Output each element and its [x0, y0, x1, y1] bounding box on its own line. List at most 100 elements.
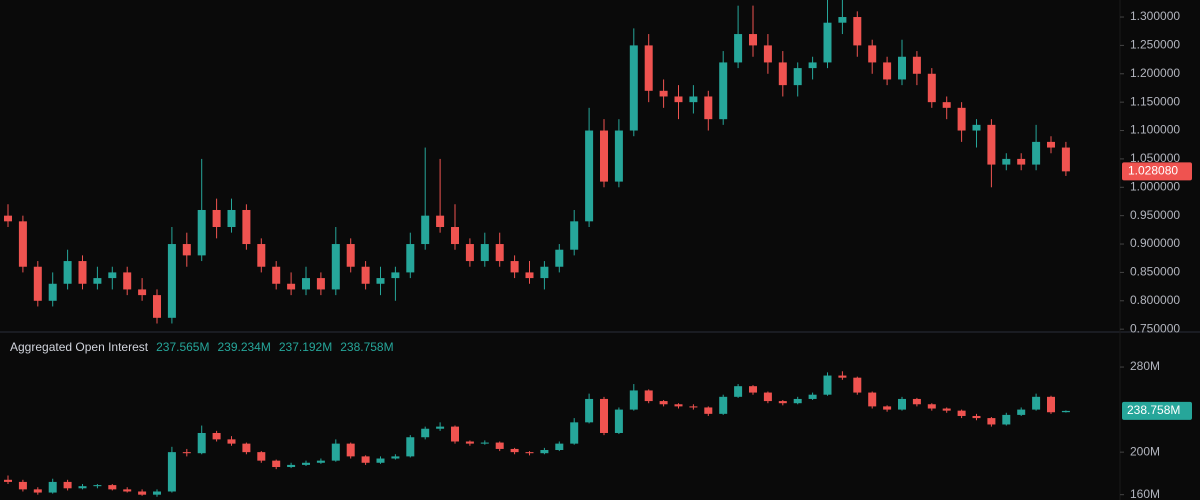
candle-body — [659, 401, 668, 405]
candle-body — [674, 404, 683, 407]
candle-body — [1061, 147, 1070, 172]
candle-body — [302, 462, 310, 465]
candle-body — [227, 209, 236, 228]
candle-body — [987, 418, 996, 425]
candle-body — [33, 266, 42, 301]
candle-body — [495, 442, 504, 449]
candle-body — [644, 390, 653, 402]
candle-body — [123, 489, 132, 492]
candle-body — [451, 426, 459, 442]
candle-body — [376, 458, 385, 463]
y-tick-label: 1.100000 — [1130, 123, 1180, 137]
candle-body — [957, 410, 966, 416]
candle-body — [942, 408, 951, 411]
y-tick-label: 0.900000 — [1130, 236, 1180, 250]
candle-body — [838, 17, 847, 23]
candle-body — [838, 375, 847, 378]
candle-body — [93, 485, 102, 487]
candle-body — [808, 62, 817, 69]
candle-body — [525, 452, 534, 454]
candle-body — [361, 456, 370, 463]
last-value-box — [1122, 401, 1192, 420]
ohlc-value: 238.758M — [340, 340, 393, 354]
candle-body — [898, 56, 906, 80]
candle-body — [719, 396, 728, 414]
candle-body — [93, 278, 102, 284]
pane-title: Aggregated Open Interest — [10, 340, 149, 354]
candle-body — [629, 45, 638, 131]
candle-body — [242, 209, 251, 245]
candle-body — [197, 209, 206, 256]
last-value-box — [1122, 162, 1192, 181]
candle-body — [749, 34, 757, 46]
candle-body — [78, 486, 87, 489]
candle-body — [1032, 396, 1041, 410]
candle-body — [331, 443, 340, 461]
y-tick-label: 1.300000 — [1130, 9, 1180, 23]
candle-body — [436, 426, 445, 429]
candle-body — [33, 489, 42, 493]
candle-body — [197, 432, 206, 454]
candle-body — [257, 452, 266, 461]
candle-body — [763, 392, 772, 402]
candle-body — [570, 422, 579, 444]
candle-body — [525, 272, 534, 279]
candle-body — [316, 278, 325, 290]
candle-body — [138, 491, 147, 495]
candle-body — [883, 406, 892, 410]
candle-body — [972, 415, 981, 419]
candle-body — [585, 130, 594, 222]
candle-body — [78, 261, 87, 284]
candle-body — [1047, 141, 1055, 148]
candle-body — [555, 443, 564, 451]
candle-body — [212, 432, 221, 440]
candle-body — [4, 479, 12, 482]
candle-body — [331, 244, 340, 290]
candle-body — [853, 377, 862, 393]
candle-body — [436, 215, 445, 228]
candle-body — [346, 443, 355, 457]
candle-body — [1002, 158, 1011, 165]
y-tick-label: 1.250000 — [1130, 38, 1180, 52]
y-tick-label: 0.750000 — [1130, 321, 1180, 335]
candle-body — [153, 491, 161, 495]
candle-body — [18, 481, 27, 490]
candle-body — [570, 221, 579, 250]
candle-body — [793, 398, 802, 404]
y-tick-label: 1.200000 — [1130, 66, 1180, 80]
candle-body — [480, 244, 489, 262]
y-tick-label: 1.050000 — [1130, 151, 1180, 165]
candle-body — [242, 443, 251, 453]
candle-body — [1032, 141, 1041, 165]
candle-body — [853, 17, 862, 46]
candle-body — [659, 90, 668, 97]
candle-body — [957, 107, 966, 131]
y-tick-label: 1.150000 — [1130, 94, 1180, 108]
candle-body — [48, 481, 57, 493]
candle-body — [18, 221, 27, 267]
candle-body — [391, 272, 400, 279]
candle-body — [674, 96, 683, 103]
candle-body — [48, 283, 57, 301]
candle-body — [480, 442, 489, 444]
candle-body — [972, 124, 981, 131]
candle-body — [1002, 414, 1011, 425]
candle-body — [495, 244, 504, 262]
candle-body — [734, 34, 743, 63]
candle-body — [346, 244, 355, 267]
candle-body — [1017, 409, 1026, 415]
candle-body — [898, 398, 906, 410]
candle-body — [361, 266, 370, 284]
candle-body — [1061, 410, 1070, 413]
last-value-label: 1.028080 — [1128, 164, 1178, 178]
candle-body — [927, 73, 936, 103]
ohlc-value: 237.565M — [156, 340, 209, 354]
candle-body — [153, 295, 161, 318]
candle-body — [614, 409, 623, 433]
y-tick-label: 0.850000 — [1130, 265, 1180, 279]
candle-body — [629, 390, 638, 410]
candle-body — [704, 407, 713, 414]
candle-body — [421, 215, 430, 245]
